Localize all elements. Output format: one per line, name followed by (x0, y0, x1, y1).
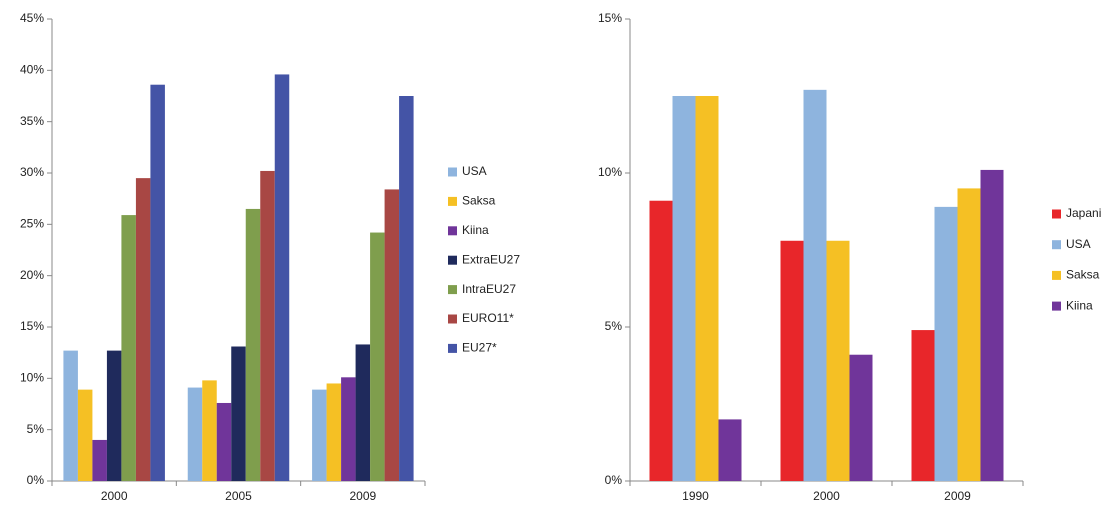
y-tick-label: 0% (27, 473, 45, 487)
y-tick-label: 10% (20, 371, 44, 385)
x-tick-label: 2009 (349, 489, 376, 503)
bar (121, 215, 136, 482)
bar (780, 240, 804, 481)
legend-label: EU27* (462, 341, 497, 355)
bar (911, 330, 935, 481)
bar (849, 354, 873, 481)
y-tick-label: 20% (20, 268, 44, 282)
y-tick-label: 30% (20, 165, 44, 179)
bar (718, 419, 742, 481)
bar (135, 178, 151, 481)
legend-label: Kiina (462, 223, 489, 237)
legend-swatch (448, 285, 457, 295)
bar (77, 389, 93, 481)
y-tick-label: 0% (605, 473, 623, 487)
bar (695, 96, 719, 481)
legend-swatch (448, 196, 457, 206)
bar (355, 344, 371, 481)
y-tick-label: 25% (20, 217, 44, 231)
bar (106, 350, 122, 481)
bar (803, 89, 827, 481)
legend-swatch (448, 343, 457, 353)
y-tick-label: 45% (20, 11, 44, 25)
bar (202, 380, 217, 481)
bar (326, 383, 342, 481)
bar (245, 208, 261, 481)
bar (399, 96, 414, 481)
x-tick-label: 2000 (101, 489, 128, 503)
legend-label: ExtraEU27 (462, 252, 520, 266)
y-tick-label: 15% (20, 319, 44, 333)
x-tick-label: 1990 (682, 489, 709, 503)
y-tick-label: 5% (605, 319, 623, 333)
bar (150, 84, 165, 481)
y-tick-label: 5% (27, 422, 45, 436)
bar (384, 189, 400, 481)
legend-swatch (448, 167, 457, 177)
x-tick-label: 2005 (225, 489, 252, 503)
legend-label: EURO11* (462, 311, 514, 325)
y-tick-label: 15% (598, 11, 622, 25)
legend-swatch (448, 255, 457, 265)
y-tick-label: 35% (20, 114, 44, 128)
bar (312, 389, 327, 481)
y-tick-label: 10% (598, 165, 622, 179)
bar (672, 96, 696, 481)
x-tick-label: 2000 (813, 489, 840, 503)
legend-label: IntraEU27 (462, 282, 516, 296)
legend-swatch (1052, 301, 1061, 311)
bar (92, 439, 107, 481)
legend-swatch (1052, 270, 1061, 280)
legend-label: Saksa (462, 194, 496, 208)
bar (260, 170, 275, 482)
bar (216, 402, 232, 481)
bar (63, 350, 78, 481)
bar (187, 387, 203, 481)
legend-label: Saksa (1066, 268, 1100, 282)
bar (274, 74, 290, 481)
bar (231, 346, 246, 481)
legend-swatch (448, 314, 457, 324)
bar (826, 240, 850, 481)
bar (934, 206, 958, 481)
bar (341, 377, 356, 481)
legend-swatch (448, 226, 457, 236)
x-tick-label: 2009 (944, 489, 971, 503)
legend-label: USA (462, 164, 487, 178)
legend-label: USA (1066, 237, 1091, 251)
y-tick-label: 40% (20, 63, 44, 77)
bar (649, 200, 673, 481)
legend-label: Kiina (1066, 298, 1093, 312)
bar (370, 232, 385, 481)
bar (957, 188, 981, 481)
bar (980, 169, 1004, 482)
legend-swatch (1052, 209, 1061, 219)
legend-swatch (1052, 240, 1061, 250)
legend-label: Japani (1066, 206, 1101, 220)
